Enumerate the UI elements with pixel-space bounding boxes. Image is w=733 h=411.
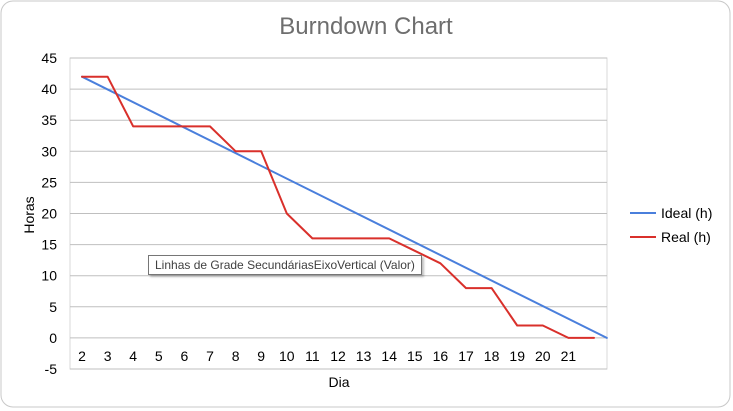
x-tick-label: 8 [232, 348, 240, 364]
y-tick-label: -5 [45, 361, 58, 377]
x-axis-title[interactable]: Dia [328, 374, 349, 390]
x-tick-label: 2 [78, 348, 86, 364]
y-tick-label: 10 [41, 268, 57, 284]
y-tick-label: 35 [41, 112, 57, 128]
chart-title[interactable]: Burndown Chart [279, 13, 453, 40]
legend-ideal-label[interactable]: Ideal (h) [661, 205, 712, 221]
x-tick-label: 3 [104, 348, 112, 364]
y-tick-label: 30 [41, 143, 57, 159]
real-series-line[interactable] [81, 75, 595, 339]
x-tick-label: 19 [509, 348, 525, 364]
x-tick-label: 14 [381, 348, 397, 364]
y-tick-label: 45 [41, 50, 57, 66]
y-tick-label: 40 [41, 81, 57, 97]
x-tick-label: 15 [407, 348, 423, 364]
x-tick-label: 18 [484, 348, 500, 364]
legend-real-label[interactable]: Real (h) [661, 229, 711, 245]
y-tick-label: 20 [41, 206, 57, 222]
y-tick-label: 5 [49, 299, 57, 315]
y-tick-label: 15 [41, 237, 57, 253]
x-tick-label: 21 [561, 348, 577, 364]
x-tick-label: 20 [535, 348, 551, 364]
tooltip: Linhas de Grade SecundáriasEixoVertical … [148, 255, 422, 275]
x-tick-label: 7 [206, 348, 214, 364]
legend[interactable]: Ideal (h) Real (h) [630, 205, 712, 245]
x-tick-label: 10 [279, 348, 295, 364]
x-tick-label: 9 [257, 348, 265, 364]
ideal-series-line[interactable] [81, 75, 608, 339]
y-tick-label: 0 [49, 330, 57, 346]
x-tick-label: 6 [181, 348, 189, 364]
x-tick-label: 5 [155, 348, 163, 364]
x-tick-label: 17 [458, 348, 474, 364]
x-tick-label: 4 [129, 348, 137, 364]
x-tick-label: 13 [356, 348, 372, 364]
x-tick-label: 11 [305, 348, 320, 364]
y-axis-title[interactable]: Horas [21, 196, 37, 233]
x-tick-label: 16 [433, 348, 449, 364]
y-tick-label: 25 [41, 174, 57, 190]
x-tick-label: 12 [330, 348, 346, 364]
